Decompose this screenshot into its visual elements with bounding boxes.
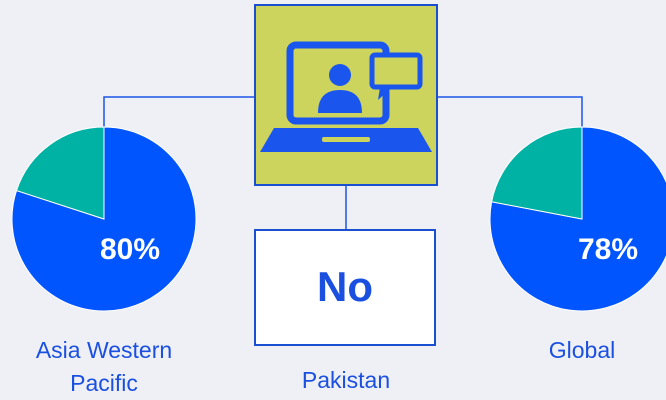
laptop-icon xyxy=(260,41,432,152)
pie-slice xyxy=(489,126,666,312)
connector-right xyxy=(437,96,583,128)
pie-label: Asia Western Pacific xyxy=(35,337,173,396)
connectors xyxy=(103,96,583,230)
connector-left xyxy=(103,96,255,128)
answer-value: No xyxy=(317,263,373,310)
pie-label: Global xyxy=(548,337,616,363)
pie-value-label: 80% xyxy=(100,233,160,266)
pie-slice xyxy=(491,126,583,220)
pie-value-label: 78% xyxy=(578,233,638,266)
answer-box xyxy=(254,229,436,346)
pie-slice xyxy=(15,126,105,220)
center-label: Pakistan xyxy=(301,367,391,393)
